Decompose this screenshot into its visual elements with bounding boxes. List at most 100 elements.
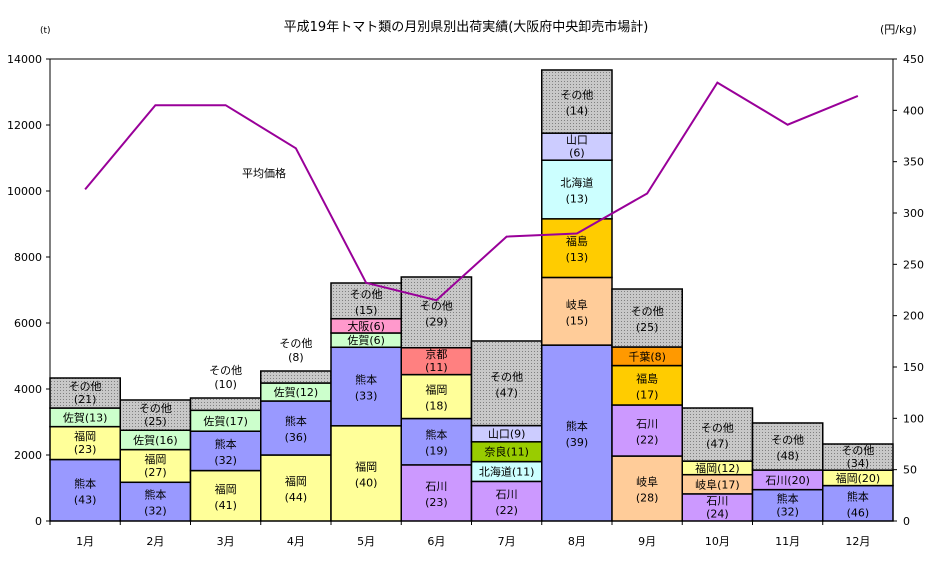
segment-label: 岐阜(17) — [695, 478, 740, 491]
segment-label: 熊本 — [215, 437, 237, 451]
y-right-tick-label: 350 — [903, 156, 924, 169]
segment-label: (25) — [144, 415, 167, 428]
segment-label: 石川 — [425, 480, 447, 493]
segment-label: (13) — [566, 193, 589, 206]
segment-label: (46) — [847, 506, 870, 519]
segment-label: (8) — [288, 351, 304, 364]
bar-segment — [611, 364, 683, 406]
left-axis-unit: (t) — [40, 26, 51, 36]
segment-label: (41) — [214, 499, 237, 512]
bar-segment — [189, 469, 262, 522]
y-right-tick-label: 250 — [903, 258, 924, 271]
bar-segment — [470, 480, 543, 522]
bar-segment — [49, 425, 121, 461]
segment-label: (6) — [569, 147, 585, 160]
segment-label: (36) — [285, 431, 308, 444]
segment-label: 福岡 — [355, 459, 377, 473]
segment-label: (39) — [566, 436, 589, 449]
segment-label: 山口(9) — [488, 428, 526, 441]
segment-label: (14) — [566, 105, 589, 118]
bar-segment — [330, 425, 402, 522]
bar-segment — [541, 69, 613, 134]
x-tick-label: 7月 — [498, 535, 516, 548]
segment-label: その他 — [139, 402, 172, 415]
segment-label: 福岡(20) — [836, 471, 881, 485]
x-tick-label: 4月 — [287, 535, 305, 548]
average-price-label: 平均価格 — [242, 166, 286, 180]
segment-label: 北海道(11) — [479, 464, 535, 478]
segment-label: その他 — [350, 288, 383, 301]
segment-label: 佐賀(13) — [63, 410, 108, 424]
bar-segment — [260, 400, 332, 456]
segment-label: (10) — [214, 378, 237, 391]
segment-label: (24) — [706, 507, 729, 520]
segment-label: (23) — [425, 496, 448, 509]
segment-label: 福岡 — [285, 474, 307, 488]
x-tick-label: 6月 — [427, 535, 445, 548]
y-left-tick-label: 12000 — [7, 119, 42, 132]
bar-segment — [681, 407, 754, 462]
segment-label: 福岡 — [215, 482, 237, 496]
segment-label: (33) — [355, 390, 378, 403]
plot-frame — [49, 58, 894, 522]
segment-label: (29) — [425, 315, 448, 328]
y-left-tick-label: 10000 — [7, 185, 42, 198]
x-tick-label: 10月 — [705, 535, 730, 548]
segment-label: 熊本 — [425, 428, 447, 442]
segment-label: (22) — [636, 434, 659, 447]
y-left-tick-label: 8000 — [14, 251, 42, 264]
segment-label: 岐阜 — [566, 298, 588, 311]
bar-segment — [541, 132, 613, 161]
segment-label: (47) — [706, 438, 729, 451]
x-tick-label: 3月 — [217, 535, 235, 548]
segment-label: 千葉(8) — [628, 349, 666, 363]
y-right-tick-label: 100 — [903, 412, 924, 425]
y-left-tick-label: 6000 — [14, 317, 42, 330]
segment-label: 京都 — [425, 347, 447, 361]
y-right-tick-label: 450 — [903, 53, 924, 66]
segment-label: 佐賀(6) — [347, 333, 385, 347]
bar-segment — [400, 373, 473, 420]
segment-label: 石川 — [636, 418, 658, 431]
segment-label: 福岡 — [74, 429, 96, 443]
segment-label: (13) — [566, 251, 589, 264]
segment-label: その他 — [69, 380, 102, 393]
segment-label: その他 — [841, 444, 874, 457]
segment-label: 熊本 — [777, 491, 799, 505]
bar-segment — [541, 344, 613, 522]
bar-segment — [470, 340, 543, 427]
segment-label: 山口 — [566, 134, 588, 147]
bar-segment — [260, 454, 332, 522]
average-price-line — [84, 81, 859, 302]
segment-label: その他 — [560, 89, 593, 102]
segment-label: 熊本 — [566, 419, 588, 433]
bar-segment — [400, 276, 473, 349]
y-right-tick-label: 200 — [903, 310, 924, 323]
segment-label: (21) — [74, 393, 97, 406]
segment-label: (22) — [495, 504, 518, 517]
chart-title: 平成19年トマト類の月別県別出荷実績(大阪府中央卸売市場計) — [284, 19, 649, 35]
segment-label: (47) — [495, 386, 518, 399]
segment-label: その他 — [771, 434, 804, 447]
bar-segment — [189, 397, 262, 412]
right-axis-unit: (円/kg) — [880, 23, 917, 36]
x-tick-label: 2月 — [146, 535, 164, 548]
bar-segment — [751, 488, 824, 522]
segment-label: 大阪(6) — [347, 319, 385, 333]
segment-label: 福岡 — [425, 383, 447, 397]
segment-label: 熊本 — [847, 489, 869, 503]
segment-label: その他 — [631, 305, 664, 318]
bar-segment — [611, 288, 683, 348]
segment-label: 福岡 — [144, 452, 166, 466]
x-tick-label: 1月 — [76, 535, 94, 548]
x-tick-label: 5月 — [357, 535, 375, 548]
bar-segment — [189, 430, 262, 472]
segment-label: その他 — [490, 370, 523, 383]
segment-label: (11) — [425, 361, 448, 374]
bar-segment — [260, 370, 332, 384]
segment-label: 石川 — [496, 488, 518, 501]
segment-label: (25) — [636, 321, 659, 334]
x-tick-label: 11月 — [775, 535, 800, 548]
segment-label: (17) — [636, 388, 659, 401]
